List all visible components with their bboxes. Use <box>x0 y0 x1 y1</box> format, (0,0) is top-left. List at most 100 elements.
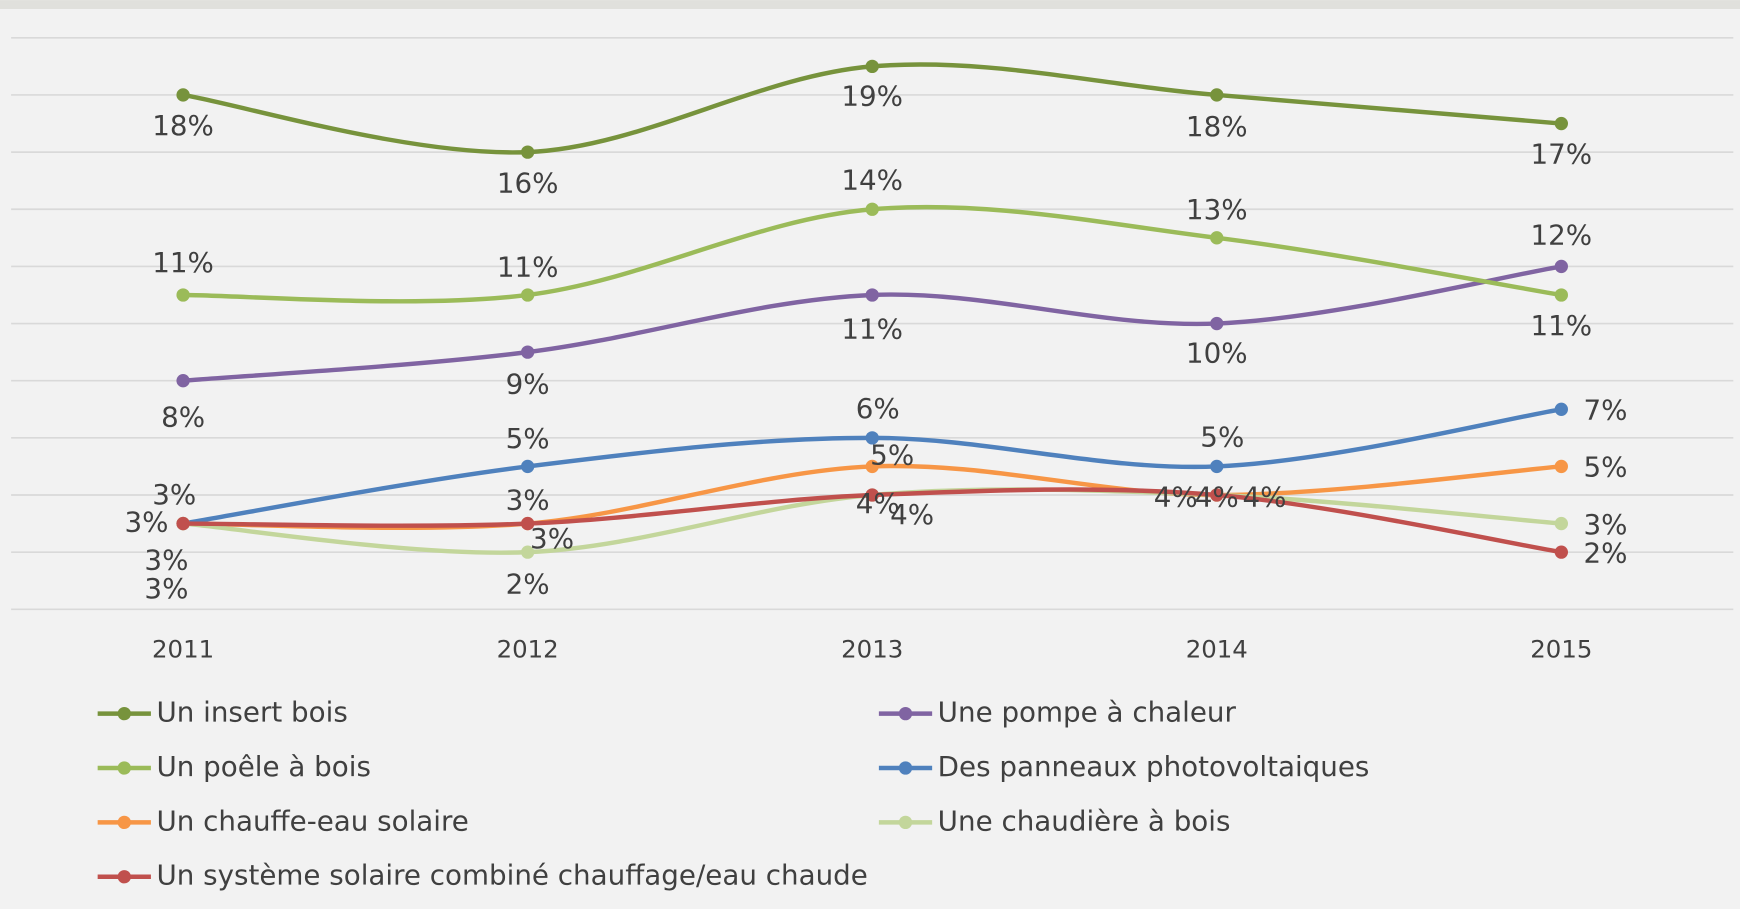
data-point <box>521 516 535 531</box>
legend-marker <box>898 761 913 775</box>
data-point <box>865 202 879 216</box>
data-point <box>176 516 190 531</box>
data-point <box>865 288 879 302</box>
data-label-value: 2 <box>506 567 524 600</box>
data-label: 11% <box>841 312 903 345</box>
data-label-unit: % <box>142 506 168 539</box>
data-point <box>1210 459 1224 474</box>
data-label-unit: % <box>532 166 558 199</box>
data-point <box>1210 488 1224 502</box>
data-label: 19% <box>841 79 903 112</box>
data-label-value: 3 <box>1584 508 1602 541</box>
data-label-value: 13 <box>1186 193 1221 226</box>
data-label-unit: % <box>888 438 914 471</box>
data-label-value: 6 <box>856 392 874 425</box>
data-label: 3% <box>506 483 550 516</box>
data-label-unit: % <box>877 164 903 197</box>
data-point <box>521 145 535 159</box>
data-label-value: 3 <box>152 478 170 511</box>
data-label-unit: % <box>188 109 214 142</box>
data-label: 17% <box>1531 138 1593 171</box>
data-label-unit: % <box>1601 508 1627 541</box>
data-label: 4% <box>856 487 900 520</box>
data-label: 18% <box>1186 110 1248 143</box>
data-point <box>521 345 535 359</box>
data-label: 3% <box>152 478 196 511</box>
data-label-value: 8 <box>161 400 179 433</box>
legend-label: Une pompe à chaleur <box>938 696 1237 729</box>
data-label-unit: % <box>162 572 188 605</box>
data-label-value: 3 <box>530 522 548 555</box>
data-label-value: 5 <box>870 438 888 471</box>
data-label: 3% <box>144 543 188 576</box>
legend-marker <box>898 815 913 830</box>
data-label: 4% <box>1195 480 1239 513</box>
legend-label: Un chauffe-eau solaire <box>156 804 468 837</box>
data-label: 3% <box>530 522 574 555</box>
data-label-value: 3 <box>506 483 524 516</box>
x-tick-label: 2013 <box>841 634 903 663</box>
data-label: 3% <box>144 572 188 605</box>
data-label-value: 3 <box>144 572 162 605</box>
data-label-value: 11 <box>1531 309 1566 342</box>
data-label-unit: % <box>1566 138 1592 171</box>
data-label-value: 16 <box>497 166 532 199</box>
data-label-unit: % <box>523 567 549 600</box>
data-label-value: 4 <box>1242 480 1260 513</box>
data-label-value: 11 <box>841 312 876 345</box>
data-label-unit: % <box>1221 193 1247 226</box>
data-label-value: 4 <box>856 487 874 520</box>
data-label-unit: % <box>1260 480 1286 513</box>
data-point <box>176 88 190 102</box>
data-point <box>1554 516 1568 531</box>
data-label-unit: % <box>877 79 903 112</box>
top-band <box>0 0 1740 9</box>
data-label-unit: % <box>548 522 574 555</box>
legend-marker <box>117 706 131 721</box>
legend-marker <box>117 870 131 884</box>
data-label-unit: % <box>1601 536 1627 569</box>
data-label-unit: % <box>1601 393 1627 426</box>
data-label-value: 3 <box>124 506 142 539</box>
data-point <box>521 459 535 474</box>
data-point <box>1554 459 1568 474</box>
data-label-unit: % <box>1566 218 1592 251</box>
data-label-value: 4 <box>1154 480 1172 513</box>
data-label-unit: % <box>188 246 214 279</box>
data-label-unit: % <box>523 367 549 400</box>
data-label-value: 12 <box>1531 218 1566 251</box>
data-point <box>521 545 535 559</box>
data-label-unit: % <box>523 422 549 455</box>
data-point <box>1554 116 1568 131</box>
data-label: 11% <box>1531 309 1593 342</box>
data-label-unit: % <box>873 392 899 425</box>
data-point <box>1554 259 1568 274</box>
data-label-unit: % <box>1212 480 1238 513</box>
data-point <box>1210 231 1224 245</box>
data-label: 14% <box>841 164 903 197</box>
data-label-value: 11 <box>497 250 532 283</box>
data-label: 13% <box>1186 193 1248 226</box>
data-label-unit: % <box>1171 480 1197 513</box>
grid <box>11 36 1734 611</box>
legend-marker <box>898 706 913 721</box>
data-label: 5% <box>1584 451 1628 484</box>
data-label: 7% <box>1584 393 1628 426</box>
legend-label: Un poêle à bois <box>156 750 370 783</box>
data-label-unit: % <box>873 487 899 520</box>
data-label-unit: % <box>170 478 196 511</box>
data-label-unit: % <box>1566 309 1592 342</box>
data-label: 5% <box>506 422 550 455</box>
data-label: 18% <box>152 109 214 142</box>
data-label-value: 5 <box>1200 421 1218 454</box>
data-point <box>1210 88 1224 102</box>
data-label: 6% <box>856 392 900 425</box>
data-point <box>176 374 190 388</box>
x-tick-label: 2011 <box>152 634 214 663</box>
data-label-value: 11 <box>152 246 187 279</box>
legend-label: Un système solaire combiné chauffage/eau… <box>156 859 867 892</box>
data-point <box>865 59 879 74</box>
legend-marker <box>117 761 131 775</box>
data-label: 2% <box>1584 536 1628 569</box>
